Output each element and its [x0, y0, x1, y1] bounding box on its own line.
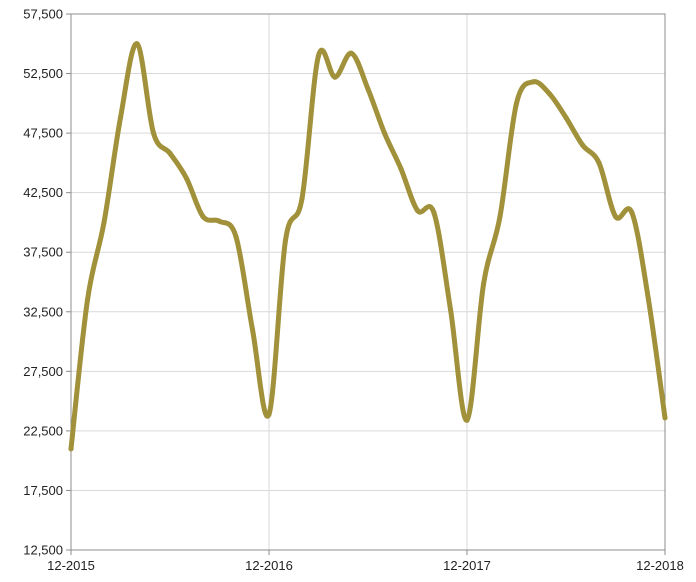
data-point — [464, 417, 470, 423]
data-point — [233, 234, 239, 240]
data-point — [447, 306, 454, 312]
x-tick-label: 12-2015 — [47, 558, 95, 573]
data-point — [216, 218, 223, 224]
y-tick-label: 42,500 — [23, 185, 63, 200]
data-point — [117, 115, 124, 121]
y-tick-label: 27,500 — [23, 364, 63, 379]
y-tick-label: 37,500 — [23, 245, 63, 260]
grid-lines — [71, 14, 665, 550]
y-tick-label: 57,500 — [23, 7, 63, 22]
data-point — [266, 411, 272, 417]
y-tick-label: 17,500 — [23, 483, 63, 498]
data-point — [513, 100, 520, 106]
data-point — [315, 53, 322, 59]
data-point — [381, 130, 388, 136]
data-point — [596, 160, 602, 166]
y-tick-label: 47,500 — [23, 126, 63, 141]
data-point — [348, 50, 355, 56]
data-point — [332, 74, 338, 80]
axes-group — [66, 13, 666, 555]
data-point — [480, 281, 487, 287]
x-tick-label: 12-2016 — [245, 558, 293, 573]
data-point — [101, 219, 107, 226]
data-point — [299, 196, 305, 202]
data-point — [629, 210, 635, 216]
y-tick-label: 22,500 — [23, 423, 63, 438]
data-point — [398, 166, 404, 172]
x-tick-label: 12-2018 — [636, 558, 684, 573]
data-point — [563, 115, 569, 121]
data-point — [365, 86, 371, 92]
data-point — [662, 415, 668, 421]
data-point — [612, 213, 619, 220]
data-point — [497, 213, 503, 220]
series-group — [68, 41, 668, 452]
data-point — [645, 297, 652, 303]
data-point — [546, 91, 553, 97]
data-point — [282, 237, 289, 243]
data-point — [84, 297, 91, 303]
data-point — [414, 207, 421, 214]
data-point — [530, 79, 536, 85]
data-point — [68, 446, 74, 452]
plot-area-border — [70, 13, 666, 551]
y-tick-label: 12,500 — [23, 543, 63, 558]
y-tick-label: 52,500 — [23, 66, 63, 81]
data-point — [167, 150, 173, 156]
data-point — [249, 327, 256, 333]
data-point — [431, 210, 437, 216]
x-tick-label: 12-2017 — [443, 558, 491, 573]
data-point — [200, 213, 206, 220]
data-point — [183, 175, 190, 181]
tick-labels-group: 12,500 17,500 22,500 27,500 32,500 37,500 42,5… — [23, 7, 684, 574]
data-point — [150, 130, 157, 136]
y-tick-label: 32,500 — [23, 304, 63, 319]
data-point — [134, 41, 140, 47]
data-point — [579, 142, 586, 148]
series-line — [68, 41, 668, 452]
